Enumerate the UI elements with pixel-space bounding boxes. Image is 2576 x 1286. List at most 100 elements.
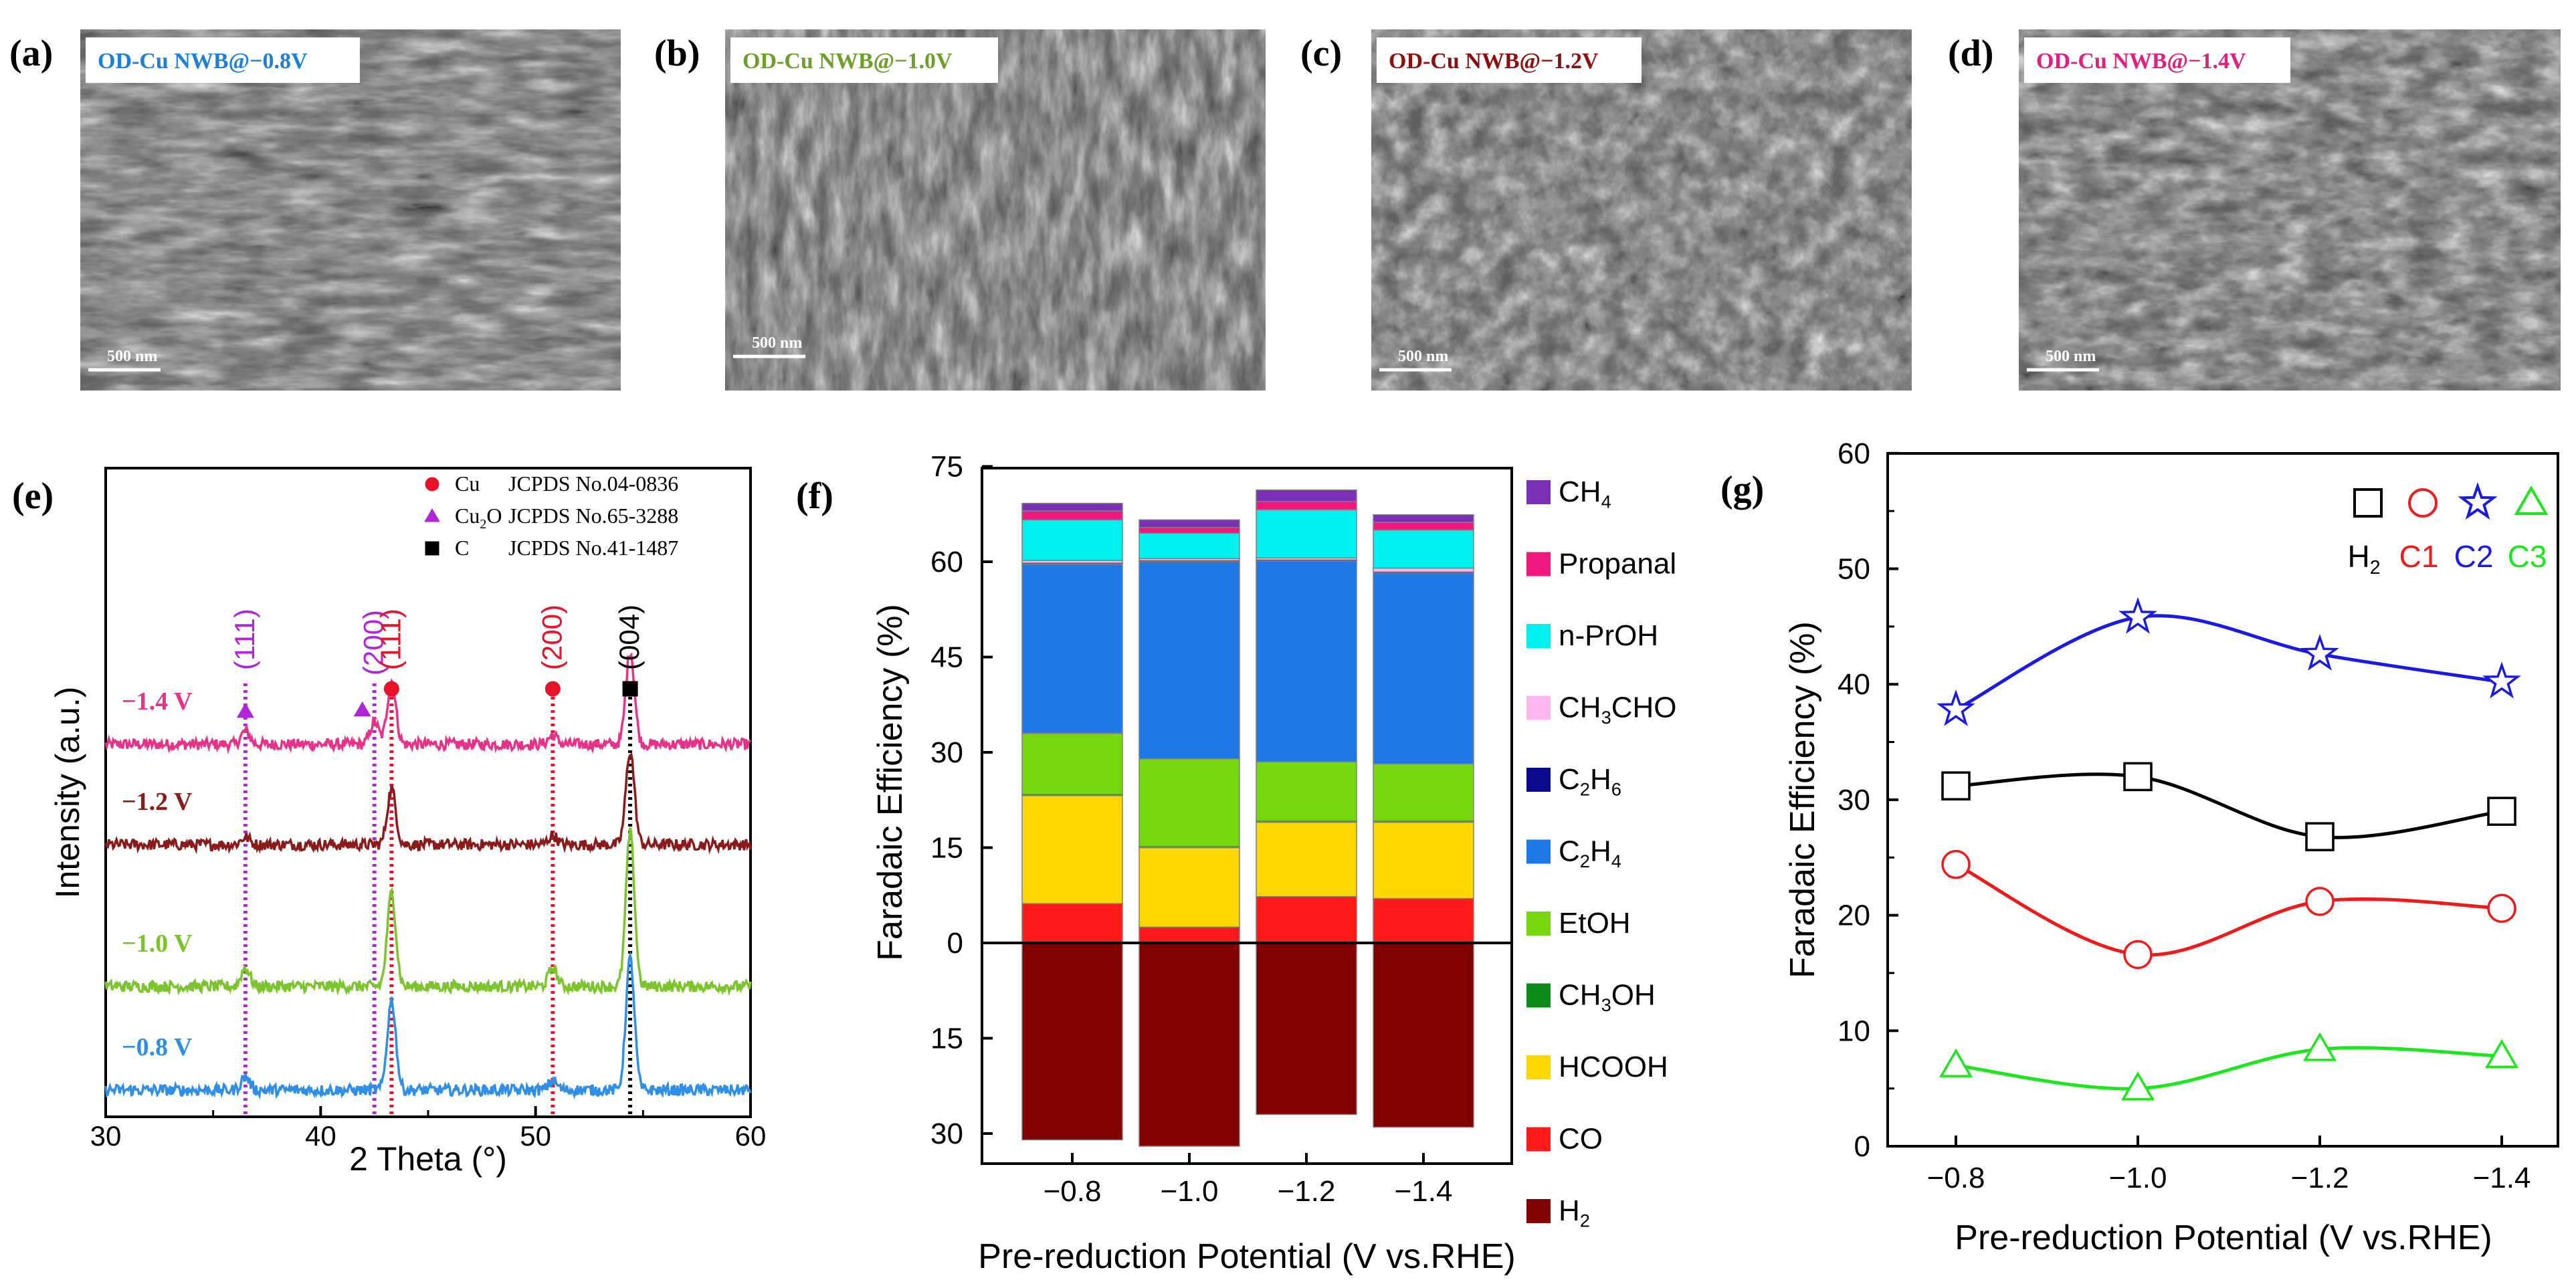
y-tick-label: 30	[1838, 784, 1870, 817]
peak-label: (111)	[375, 609, 406, 670]
data-point-c1	[2123, 940, 2153, 970]
bar-segment-n-proh	[1138, 532, 1240, 559]
legend-label: C1	[2399, 539, 2439, 574]
caption-box	[2024, 37, 2290, 83]
x-tick-label: 40	[305, 1120, 336, 1152]
bar-segment-ch4	[1256, 489, 1357, 502]
bar-segment-ch4	[1138, 519, 1240, 528]
data-point-c2	[1937, 689, 1975, 726]
triangle-marker	[353, 701, 371, 717]
reference-lines	[243, 683, 633, 1115]
bar-segment-co	[1256, 895, 1357, 944]
panel-letter: (d)	[1948, 33, 1993, 74]
y-axis-label: Faradaic Efficiency (%)	[871, 604, 910, 961]
bar-segment-etoh	[1138, 758, 1240, 847]
data-point-c3	[2120, 1071, 2155, 1101]
bar-segment-propanal	[1373, 522, 1474, 531]
legend-label: H2	[2347, 539, 2380, 578]
legend-label: Cu	[455, 471, 480, 496]
sem-panel-d: (d) OD-Cu NWB@−1.4V 500 nm	[1948, 29, 2561, 391]
sem-caption: OD-Cu NWB@−1.2V	[1389, 49, 1599, 74]
bar-segment-ch4	[1373, 514, 1474, 523]
legend-label: CO	[1559, 1123, 1603, 1156]
text-run: OH	[1611, 979, 1656, 1012]
data-point-c3	[1939, 1048, 1973, 1077]
y-tick-label: 40	[1838, 668, 1870, 701]
caption-box	[730, 37, 998, 83]
data-point-c1	[2305, 887, 2335, 916]
triangle-marker	[2514, 486, 2549, 515]
legend-label: CH3OH	[1559, 979, 1656, 1016]
legend-label: EtOH	[1559, 907, 1631, 940]
bar-segment-hcooh	[1021, 794, 1123, 904]
panel-letter: (a)	[9, 33, 53, 74]
bars	[1021, 489, 1474, 1147]
legend-label: H2	[1559, 1194, 1590, 1231]
x-tick-label: 50	[520, 1120, 551, 1152]
legend-label: C2H6	[1559, 763, 1621, 800]
data-point-h2	[2305, 822, 2335, 851]
bar-segment-c2h4	[1256, 560, 1357, 762]
caption-box	[1377, 37, 1642, 83]
series-names: −1.4 V −1.2 V −1.0 V −0.8 V	[122, 687, 193, 1061]
x-tick-label: 30	[90, 1120, 122, 1152]
bar-segment-etoh	[1373, 763, 1474, 822]
subscript: 2	[2370, 557, 2381, 578]
legend-swatch	[1526, 480, 1551, 504]
x-tick-label: −1.4	[1395, 1175, 1453, 1208]
subscript: 2	[1580, 1210, 1590, 1231]
data-point-c3	[2484, 1039, 2519, 1069]
caption-box	[86, 37, 360, 83]
x-tick-label: 60	[735, 1120, 767, 1152]
panel-letter: (c)	[1300, 33, 1342, 74]
y-tick-label: 0	[947, 927, 963, 960]
xrd-trace	[104, 652, 752, 754]
legend-swatch	[1526, 552, 1551, 576]
subscript: 3	[1601, 994, 1611, 1015]
bar-segment-h2	[1138, 942, 1240, 1147]
bar-segment-propanal	[1256, 501, 1357, 510]
legend-swatch	[1526, 1055, 1551, 1079]
sem-image	[80, 29, 621, 391]
legend-label: Propanal	[1559, 548, 1676, 580]
data-point-c1	[1941, 849, 1971, 879]
bar-segment-h2	[1021, 942, 1123, 1141]
x-axis-ticks: 30 40 50 60	[90, 1106, 767, 1152]
sem-caption: OD-Cu NWB@−1.4V	[2036, 49, 2246, 74]
triangle-marker	[424, 508, 440, 522]
sem-image	[2019, 29, 2561, 391]
subscript: 2	[1580, 851, 1590, 871]
peak-labels: (111) (200)(111) (200) (004)	[229, 605, 645, 718]
bar-segment-n-proh	[1256, 509, 1357, 559]
text-run: C	[1559, 835, 1580, 868]
subscript: 2	[480, 517, 486, 532]
data-point-h2	[2487, 796, 2516, 826]
text-run: O	[486, 504, 502, 528]
circle-marker	[2408, 488, 2438, 518]
legend-ref: JCPDS No.41-1487	[508, 536, 678, 560]
sem-image	[725, 29, 1266, 391]
y-tick-label: 30	[930, 736, 963, 769]
x-tick-label: −1.2	[1278, 1175, 1336, 1208]
bar-segment-n-proh	[1021, 519, 1123, 561]
text-run: H	[1590, 835, 1611, 868]
x-tick-label: −1.2	[2291, 1162, 2349, 1194]
circle-marker	[544, 681, 561, 697]
bar-segment-c2h4	[1138, 561, 1240, 760]
y-tick-label: 20	[1838, 899, 1870, 932]
legend-label: C2	[2454, 539, 2494, 574]
star-marker	[2458, 481, 2498, 520]
bar-segment-c2h4	[1373, 572, 1474, 764]
y-tick-label: 60	[1838, 437, 1870, 470]
text-run: CHO	[1611, 691, 1677, 724]
data-point-c1	[2487, 893, 2516, 923]
product-class-chart: (g) 0 10 20 30 40 50 60 −0.8 −1.0 −1.2 −1.4 H2 C1 C2…	[1720, 437, 2559, 1257]
scale-label: 500 nm	[107, 348, 157, 365]
fit-curve-c1	[1955, 863, 2502, 957]
y-tick-label: 15	[930, 832, 963, 865]
circle-marker	[383, 681, 399, 697]
legend-swatch	[1526, 912, 1551, 936]
panel-letter: (g)	[1720, 469, 1764, 510]
subscript: 4	[1611, 851, 1621, 871]
xrd-trace	[104, 951, 752, 1100]
